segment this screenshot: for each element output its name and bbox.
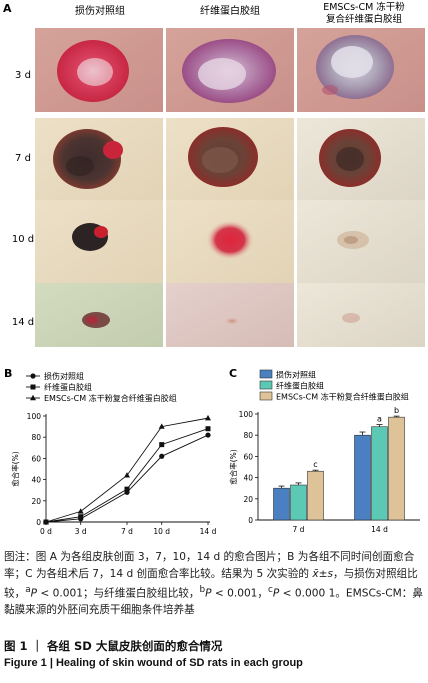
row-label-3d: 3 d xyxy=(15,70,31,81)
charts-area: B 0 20 40 60 80 100 0 d 3 d 7 d 10 d 14 d 愈合率(%) 损伤对… xyxy=(4,367,420,536)
c-significance-label: c xyxy=(313,460,317,469)
b-x-tick-label: 7 d xyxy=(121,527,133,536)
b-data-point xyxy=(205,426,211,432)
c-y-tick-label: 80 xyxy=(243,431,253,440)
b-data-point xyxy=(159,453,165,459)
c-bar xyxy=(371,426,388,521)
c-legend-swatch xyxy=(259,369,273,379)
photo-fibrin-7d xyxy=(166,118,294,202)
b-data-point xyxy=(205,414,211,421)
column-header-emscs-line2: 复合纤维蛋白胶组 xyxy=(326,13,403,25)
c-bar xyxy=(354,434,371,521)
caption-text-1: 图注：图 A 为各组皮肤创面 3，7，10，14 d 的愈合图片；B 为各组不同… xyxy=(4,551,415,580)
b-series-line xyxy=(45,417,209,523)
caption-sup-c: c xyxy=(268,585,273,596)
b-data-point xyxy=(159,442,165,448)
photo-fibrin-10d xyxy=(166,200,294,284)
b-legend-label: 损伤对照组 xyxy=(44,371,84,381)
photo-emscs-7d xyxy=(297,118,425,202)
c-y-tick-label: 0 xyxy=(248,516,253,525)
c-bar xyxy=(388,416,405,521)
b-legend-marker xyxy=(30,394,36,401)
caption-text-4: < 0.001， xyxy=(211,587,269,600)
b-x-tick-label: 3 d xyxy=(75,527,87,536)
caption-sup-b: b xyxy=(199,585,206,596)
c-significance-label: b xyxy=(394,406,399,415)
chart-b-line: B 0 20 40 60 80 100 0 d 3 d 7 d 10 d 14 d 愈合率(%) 损伤对… xyxy=(4,367,217,536)
b-legend-marker xyxy=(30,384,36,390)
b-legend-label: EMSCs-CM 冻干粉复合纤维蛋白胶组 xyxy=(44,393,177,403)
c-y-tick-label: 60 xyxy=(243,452,253,461)
b-y-tick-label: 40 xyxy=(31,476,41,485)
chart-c-bar: C 0 20 40 60 80 100 愈合率(%) c 7 d a b 14 d 损伤对照组纤维蛋白胶… xyxy=(228,367,420,534)
photo-emscs-3d xyxy=(297,28,425,112)
b-y-tick-label: 80 xyxy=(31,433,41,442)
c-legend-label: 损伤对照组 xyxy=(276,370,316,380)
c-legend-label: 纤维蛋白胶组 xyxy=(276,381,324,391)
b-data-point xyxy=(205,432,211,438)
b-data-point xyxy=(78,514,84,520)
column-header-emscs-line1: EMSCs-CM 冻干粉 xyxy=(323,1,405,13)
photo-control-3d xyxy=(35,28,163,112)
panel-a-label: A xyxy=(3,2,12,15)
caption-mean-sd: x̄±s xyxy=(312,567,333,580)
figure-title-cn: 图 1 ｜ 各组 SD 大鼠皮肤创面的愈合情况 xyxy=(4,639,223,653)
b-y-tick-label: 20 xyxy=(31,497,41,506)
caption-text-2: ，与损伤对照组比较， xyxy=(4,567,418,600)
b-y-tick-label: 0 xyxy=(36,518,41,527)
panel-b-label: B xyxy=(4,367,12,380)
c-x-tick-label: 14 d xyxy=(371,525,388,534)
b-series-line xyxy=(45,434,209,523)
b-y-tick-label: 100 xyxy=(27,412,42,421)
b-x-tick-label: 14 d xyxy=(200,527,217,536)
row-label-10d: 10 d xyxy=(12,234,34,245)
figure-caption: 图注：图 A 为各组皮肤创面 3，7，10，14 d 的愈合图片；B 为各组不同… xyxy=(4,549,424,619)
c-y-tick-label: 40 xyxy=(243,474,253,483)
c-legend-label: EMSCs-CM 冻干粉复合纤维蛋白胶组 xyxy=(276,392,409,402)
column-header-fibrin: 纤维蛋白胶组 xyxy=(200,4,260,17)
b-y-axis-label: 愈合率(%) xyxy=(10,451,20,487)
c-legend-swatch xyxy=(259,380,273,390)
panel-c-label: C xyxy=(229,367,237,380)
c-bar xyxy=(273,487,290,521)
b-data-point xyxy=(77,508,84,514)
caption-text-5: < 0.000 1。EMSCs-CM：鼻黏膜来源的外胚间充质干细胞条件培养基 xyxy=(4,587,423,617)
c-y-axis-label: 愈合率(%) xyxy=(228,449,238,485)
figure-title-en: Figure 1 | Healing of skin wound of SD r… xyxy=(4,657,303,669)
caption-p-a: P xyxy=(30,587,37,600)
b-data-point xyxy=(43,518,49,525)
panel-a-photo-grid: A 损伤对照组 纤维蛋白胶组 EMSCs-CM 冻干粉 复合纤维蛋白胶组 3 d… xyxy=(3,1,425,347)
caption-text-3: < 0.001；与纤维蛋白胶组比较， xyxy=(37,587,200,600)
c-y-tick-label: 20 xyxy=(243,495,253,504)
c-y-tick-label: 100 xyxy=(239,410,254,419)
b-legend-marker xyxy=(30,373,36,379)
caption-p-c: P xyxy=(272,587,280,600)
photo-emscs-14d xyxy=(297,283,425,347)
b-x-tick-label: 0 d xyxy=(40,527,52,536)
row-label-7d: 7 d xyxy=(15,153,31,164)
caption-sup-a: a xyxy=(25,585,31,596)
c-legend-swatch xyxy=(259,391,273,401)
c-bar xyxy=(290,484,307,521)
photo-fibrin-14d xyxy=(166,283,294,347)
c-significance-label: a xyxy=(377,415,382,424)
b-legend-label: 纤维蛋白胶组 xyxy=(44,382,92,392)
b-data-point xyxy=(124,486,130,492)
b-x-tick-label: 10 d xyxy=(153,527,170,536)
photo-control-14d xyxy=(35,283,163,347)
b-data-point xyxy=(158,423,165,429)
photo-fibrin-3d xyxy=(166,28,294,112)
b-y-tick-label: 60 xyxy=(31,454,41,463)
photo-control-7d xyxy=(35,118,163,202)
b-data-point xyxy=(124,472,130,478)
caption-p-b: P xyxy=(205,587,212,600)
photo-control-10d xyxy=(35,200,163,284)
row-label-14d: 14 d xyxy=(12,317,34,328)
column-header-control: 损伤对照组 xyxy=(75,4,125,17)
c-bar xyxy=(307,470,324,521)
photo-emscs-10d xyxy=(297,200,425,284)
c-x-tick-label: 7 d xyxy=(293,525,305,534)
